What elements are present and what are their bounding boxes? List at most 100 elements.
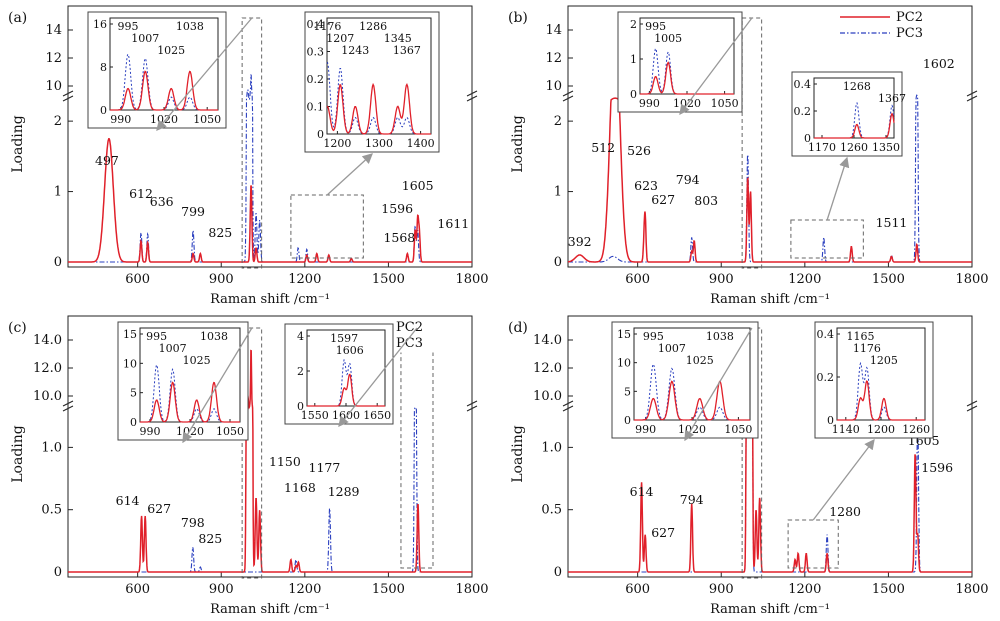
y-tick-label: 12.0: [533, 361, 562, 376]
inset-y-tick-label: 5: [624, 385, 631, 398]
inset-link-arrow: [826, 156, 850, 221]
y-tick-label: 0.5: [41, 503, 62, 518]
inset-frame: [87, 11, 227, 129]
y-tick-label: 0: [554, 565, 562, 580]
inset-y-tick-label: 0.4: [794, 78, 812, 91]
x-tick-label: 1200: [788, 272, 821, 287]
series-pc3-line: [568, 94, 972, 263]
inset-peak-label-1165: 1165: [846, 330, 874, 343]
inset-peak-label-1007: 1007: [658, 342, 686, 355]
y-tick-label: 1.0: [41, 440, 62, 455]
axis-break-left: [562, 400, 574, 412]
inset-y-tick-label: 2: [297, 365, 304, 378]
inset-pc2-line: [110, 70, 218, 111]
peak-label-1511: 1511: [876, 215, 908, 230]
inset-peak-label-1286: 1286: [359, 20, 387, 33]
zoom-box: [290, 194, 364, 259]
inset-y-tick-label: 8: [100, 61, 107, 74]
inset-x-tick-label: 1050: [216, 425, 244, 438]
inset-pc2-line: [640, 61, 734, 95]
inset-peak-label-1606: 1606: [336, 344, 364, 357]
inset-x-tick-label: 990: [140, 425, 161, 438]
inset-x-tick-label: 1200: [867, 423, 895, 436]
inset-x-tick-label: 990: [635, 423, 656, 436]
y-tick-label: 10.0: [33, 389, 62, 404]
peak-label-1568: 1568: [383, 230, 415, 245]
inset-peak-label-1367: 1367: [878, 92, 906, 105]
peak-label-1289: 1289: [328, 484, 360, 499]
peak-label-614: 614: [630, 484, 654, 499]
panel-label: (a): [8, 10, 27, 26]
x-tick-label: 1200: [288, 272, 321, 287]
series-pc2-line: [568, 395, 972, 573]
inset-peak-label-1176: 1176: [853, 342, 881, 355]
y-tick-label: 0.5: [541, 503, 562, 518]
inset-peak-label-995: 995: [146, 330, 167, 343]
peak-label-614: 614: [116, 493, 140, 508]
peak-label-623: 623: [634, 178, 658, 193]
peak-label-526: 526: [627, 143, 651, 158]
inset-peak-label-995: 995: [645, 20, 666, 33]
peak-label-798: 798: [181, 515, 205, 530]
peak-label-1150: 1150: [269, 454, 301, 469]
inset-peak-label-1007: 1007: [159, 342, 187, 355]
y-tick-label: 10: [45, 79, 62, 94]
inset-pc3-line: [326, 61, 431, 135]
y-tick-label: 10.0: [533, 389, 562, 404]
peak-label-1611: 1611: [437, 216, 469, 231]
y-tick-label: 12: [45, 51, 62, 66]
y-tick-label: 14.0: [533, 333, 562, 348]
inset-peak-label-1205: 1205: [870, 354, 898, 367]
inset-x-tick-label: 1260: [840, 141, 868, 154]
inset-y-tick-label: 0: [130, 416, 137, 429]
inset-y-tick-label: 0.1: [307, 101, 325, 114]
inset-2: 1170 1260 1350 0 0.2 0.4 1268 1367: [791, 71, 906, 157]
inset-y-tick-label: 10: [617, 357, 631, 370]
inset-frame: [611, 321, 759, 439]
inset-frame: [284, 323, 394, 425]
inset-y-tick-label: 0.4: [817, 328, 835, 341]
inset-y-tick-label: 0: [804, 132, 811, 145]
inset-x-tick-label: 1020: [673, 97, 701, 110]
x-tick-label: 900: [209, 272, 234, 287]
inset-peak-label-1025: 1025: [686, 354, 714, 367]
peak-label-803: 803: [694, 193, 718, 208]
legend-bg: [833, 7, 963, 43]
x-tick-label: 600: [625, 272, 650, 287]
y-tick-label: 14.0: [33, 333, 62, 348]
inset-link-arrow: [182, 327, 253, 444]
x-tick-label: 1800: [455, 582, 488, 597]
x-tick-label: 1800: [955, 582, 988, 597]
panel-label: (b): [508, 10, 528, 26]
x-axis-label: Raman shift /cm⁻¹: [710, 292, 830, 307]
inset-y-tick-label: 0.2: [817, 371, 835, 384]
inset-link-arrow: [326, 153, 373, 196]
peak-label-799: 799: [181, 204, 205, 219]
y-tick-label: 14: [545, 23, 562, 38]
x-tick-label: 1800: [955, 272, 988, 287]
inset-y-tick-label: 5: [130, 387, 137, 400]
x-axis-label: Raman shift /cm⁻¹: [210, 602, 330, 617]
peak-label-1605: 1605: [402, 178, 434, 193]
y-tick-label: 1.0: [541, 440, 562, 455]
peak-label-1596: 1596: [381, 201, 413, 216]
inset-peak-label-1367: 1367: [393, 44, 421, 57]
inset-peak-label-995: 995: [118, 20, 139, 33]
inset-x-tick-label: 1050: [711, 97, 739, 110]
series-pc2-line: [68, 349, 472, 573]
legend-pc3-label: PC3: [896, 26, 923, 41]
x-tick-label: 600: [625, 582, 650, 597]
inset-x-tick-label: 990: [110, 113, 131, 126]
y-axis-label: Loading: [510, 115, 526, 173]
inset-y-tick-label: 0.4: [307, 18, 325, 31]
inset-frame: [814, 321, 934, 439]
inset-pc2-line: [326, 82, 431, 135]
plot-frame: [67, 5, 473, 268]
x-tick-label: 600: [125, 272, 150, 287]
panel-label: (d): [508, 320, 528, 336]
